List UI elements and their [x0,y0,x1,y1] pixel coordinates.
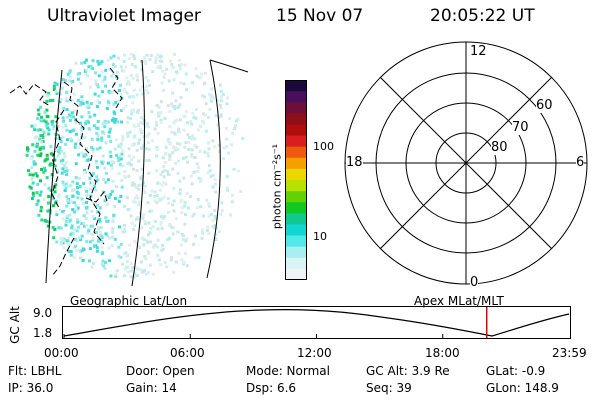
colorbar-cell [285,146,307,159]
status-gc-alt: GC Alt: 3.9 Re [366,364,450,378]
colorbar-cell [285,213,307,226]
status-ip: IP: 36.0 [8,381,54,395]
colorbar [285,80,307,280]
polar-plot [344,41,588,285]
terminator-arc [209,59,249,73]
colorbar-cell [285,91,307,103]
longitude-line [45,69,63,284]
time-tick-1200: 12:00 [297,346,332,360]
colorbar-cell [285,202,307,214]
colorbar-cell [285,246,307,259]
status-seq: Seq: 39 [366,381,412,395]
colorbar-cell [285,102,307,114]
status-glat: GLat: -0.9 [486,364,546,378]
lat-label-60: 60 [536,98,553,113]
mlt-diagonal [379,76,553,250]
altitude-track-plot [62,306,571,339]
lat-label-80: 80 [491,140,508,155]
mlt-label-18: 18 [346,155,363,170]
status-glon: GLon: 148.9 [486,381,559,395]
longitude-line [131,59,145,287]
mlt-label-12: 12 [470,44,487,59]
colorbar-cell [285,168,307,181]
alt-tick-high: 9.0 [33,306,53,320]
colorbar-cell [285,113,307,126]
mlt-label-6: 6 [576,155,585,170]
mlt-label-0: 0 [470,275,479,290]
altitude-curve [63,309,570,337]
time-tick-0000: 00:00 [44,346,79,360]
time-tick-0600: 06:00 [170,346,205,360]
colorbar-cell [285,257,307,270]
alt-tick-low: 1.8 [33,326,53,340]
colorbar-cell [285,268,307,280]
colorbar-cell [285,191,307,203]
instrument-title: Ultraviolet Imager [47,6,201,26]
colorbar-unit-label: photon cm⁻²s⁻¹ [270,143,284,230]
colorbar-cell [285,235,307,248]
emission-speckle [25,52,245,279]
status-door: Door: Open [126,364,195,378]
status-dsp: Dsp: 6.6 [246,381,297,395]
apex-mlat-label: Apex MLat/MLT [414,294,504,308]
colorbar-tick-10: 10 [313,230,327,243]
time-tick-1800: 18:00 [425,346,460,360]
coastline [9,67,123,277]
globe-image [9,52,249,287]
colorbar-cell [285,224,307,237]
status-mode: Mode: Normal [246,364,330,378]
time-ticks [63,334,444,339]
status-gain: Gain: 14 [126,381,177,395]
geographic-grid [45,59,249,287]
date-label: 15 Nov 07 [276,6,364,26]
gc-alt-axis-label: GC Alt [8,306,22,344]
lat-label-70: 70 [512,120,529,135]
time-tick-2359: 23:59 [552,346,587,360]
colorbar-cell [285,135,307,148]
colorbar-tick-100: 100 [313,140,334,153]
time-label: 20:05:22 UT [430,6,535,26]
colorbar-cell [285,157,307,170]
longitude-line [206,59,221,279]
geo-latlon-label: Geographic Lat/Lon [70,294,188,308]
status-filter: Flt: LBHL [8,364,62,378]
colorbar-cell [285,124,307,137]
colorbar-cell [285,180,307,192]
colorbar-cell [285,80,307,92]
